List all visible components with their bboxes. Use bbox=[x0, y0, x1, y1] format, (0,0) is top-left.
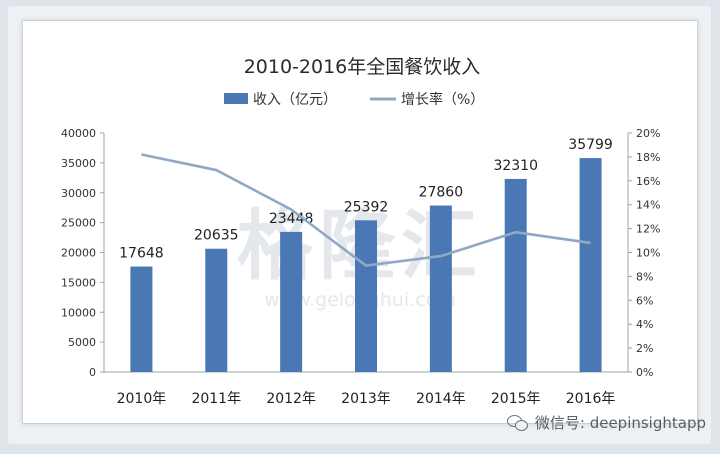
x-tick-label: 2010年 bbox=[117, 391, 167, 407]
bar-value-label: 32310 bbox=[493, 158, 538, 174]
x-tick-label: 2016年 bbox=[566, 391, 616, 407]
bar-value-label: 23448 bbox=[269, 211, 314, 227]
bar-labels: 17648 20635 23448 25392 27860 32310 35799 bbox=[119, 137, 613, 261]
y-right-ticks: 0% 2% 4% 6% 8% 10% 12% 14% 16% 18% 20% bbox=[628, 127, 660, 379]
bar-value-label: 17648 bbox=[119, 246, 164, 262]
y-right-tick-label: 16% bbox=[636, 175, 660, 188]
bar bbox=[205, 248, 228, 372]
growth-line bbox=[141, 153, 591, 267]
y-left-tick-label: 10000 bbox=[61, 306, 96, 319]
bars bbox=[130, 158, 602, 372]
bar-value-label: 25392 bbox=[344, 199, 389, 215]
bar-value-label: 27860 bbox=[419, 185, 464, 201]
x-tick-label: 2012年 bbox=[266, 391, 316, 407]
wechat-icon bbox=[506, 414, 529, 431]
legend-bar-label: 收入（亿元） bbox=[253, 92, 337, 108]
y-right-tick-label: 4% bbox=[636, 318, 653, 331]
y-left-tick-label: 40000 bbox=[61, 127, 96, 140]
x-tick-label: 2013年 bbox=[341, 391, 391, 407]
y-left-tick-label: 25000 bbox=[61, 217, 96, 230]
chart-title: 2010-2016年全国餐饮收入 bbox=[244, 56, 481, 78]
bar bbox=[429, 205, 452, 372]
y-left-tick-label: 0 bbox=[89, 366, 96, 379]
y-right-tick-label: 18% bbox=[636, 151, 660, 164]
bar bbox=[355, 220, 377, 372]
y-right-tick-label: 20% bbox=[636, 127, 660, 140]
bar bbox=[579, 158, 602, 372]
y-right-tick-label: 2% bbox=[636, 342, 653, 355]
y-right-tick-label: 14% bbox=[636, 199, 660, 212]
y-right-tick-label: 8% bbox=[636, 270, 653, 283]
x-ticks: 2010年 2011年 2012年 2013年 2014年 2015年 2016年 bbox=[117, 391, 616, 407]
bar bbox=[280, 231, 303, 372]
y-right-tick-label: 6% bbox=[636, 294, 653, 307]
growth-rate-line bbox=[141, 153, 591, 267]
x-tick-label: 2014年 bbox=[416, 391, 466, 407]
legend-line-label: 增长率（%） bbox=[401, 91, 484, 108]
y-left-ticks: 0 5000 10000 15000 20000 25000 30000 35000 40000 bbox=[61, 127, 104, 379]
y-left-tick-label: 20000 bbox=[61, 247, 96, 260]
bar-value-label: 35799 bbox=[568, 137, 613, 153]
bar-value-label: 20635 bbox=[194, 228, 239, 244]
y-left-tick-label: 35000 bbox=[61, 157, 96, 170]
x-tick-label: 2011年 bbox=[191, 391, 241, 407]
y-left-tick-label: 5000 bbox=[68, 336, 96, 349]
y-right-tick-label: 12% bbox=[636, 223, 660, 236]
footer-brand: 微信号: deepinsightapp bbox=[506, 412, 706, 433]
y-right-tick-label: 0% bbox=[636, 366, 653, 379]
y-left-tick-label: 30000 bbox=[61, 187, 96, 200]
bar bbox=[130, 266, 153, 372]
y-left-tick-label: 15000 bbox=[61, 276, 96, 289]
y-right-tick-label: 10% bbox=[636, 247, 660, 260]
legend: 收入（亿元） 增长率（%） bbox=[224, 91, 484, 108]
x-tick-label: 2015年 bbox=[491, 391, 541, 407]
footer-brand-text: 微信号: deepinsightapp bbox=[534, 414, 706, 432]
bar bbox=[504, 178, 527, 372]
legend-bar-swatch bbox=[224, 93, 248, 104]
